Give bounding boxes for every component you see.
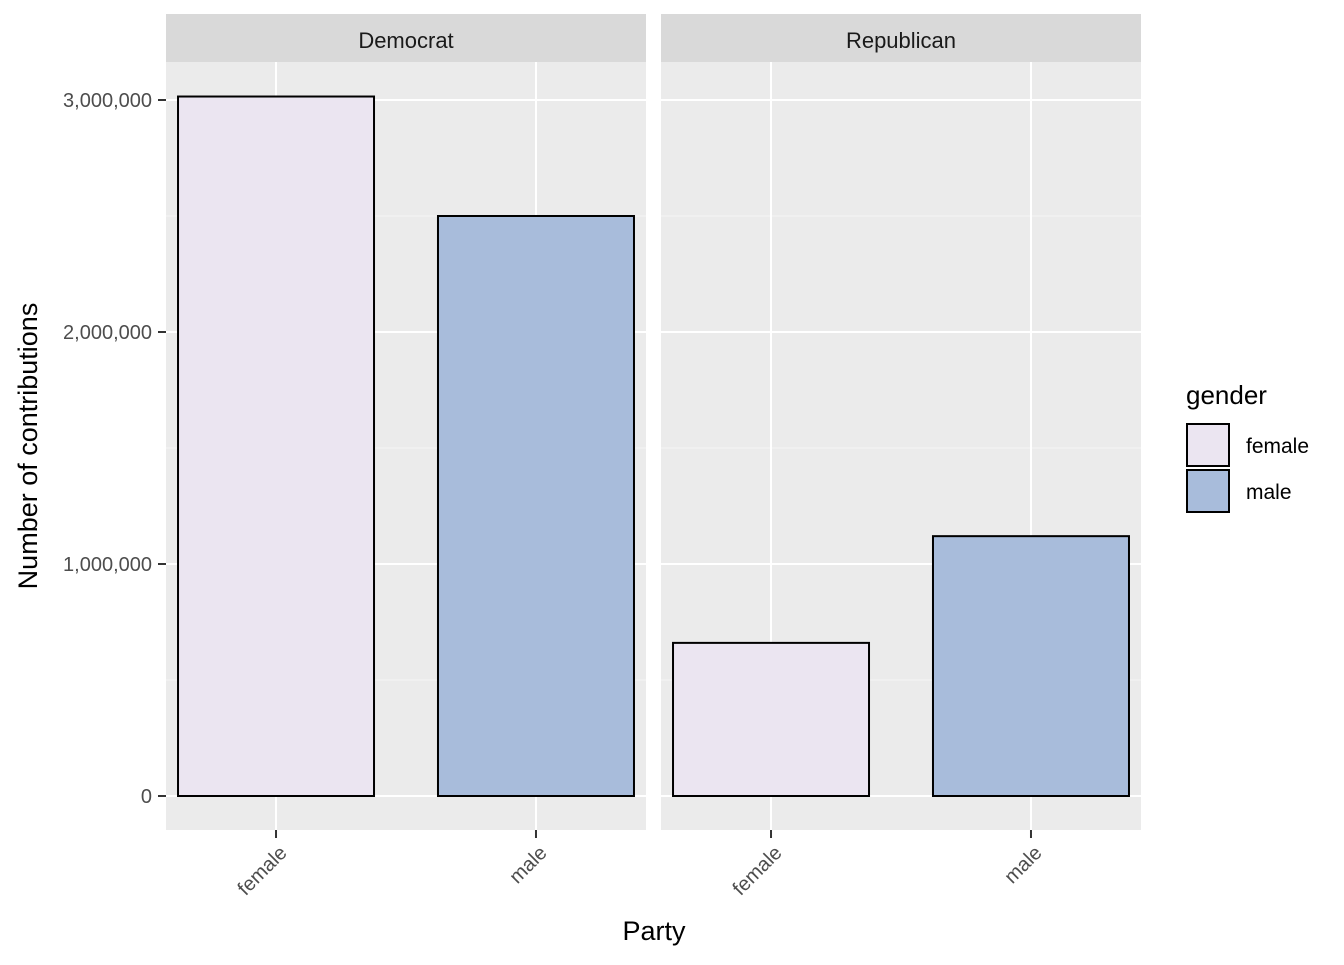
facet-strip xyxy=(166,14,646,62)
legend-label-female: female xyxy=(1246,435,1309,458)
y-tick-label: 1,000,000 xyxy=(63,554,152,576)
facet-panel-democrat: Democrat female male xyxy=(166,14,646,900)
x-axis-title: Party xyxy=(622,916,686,946)
facet-strip-label: Republican xyxy=(846,28,956,53)
y-axis-title: Number of contributions xyxy=(13,303,43,590)
y-tick-label: 2,000,000 xyxy=(63,322,152,344)
legend-label-male: male xyxy=(1246,481,1292,504)
y-tick-label: 0 xyxy=(141,786,152,808)
legend: gender female male xyxy=(1186,380,1309,513)
facet-strip-label: Democrat xyxy=(358,28,453,53)
x-tick-label: female xyxy=(234,842,292,900)
legend-key-female xyxy=(1186,423,1230,467)
facet-panel-republican: Republican female male xyxy=(661,14,1141,900)
x-tick-label: male xyxy=(1000,842,1046,888)
x-tick-label: male xyxy=(505,842,551,888)
bar-republican-male xyxy=(931,535,1130,797)
legend-title: gender xyxy=(1186,380,1267,410)
bar-republican-female xyxy=(672,641,871,797)
legend-key-male xyxy=(1186,469,1230,513)
x-tick-label: female xyxy=(729,842,787,900)
y-tick-label: 3,000,000 xyxy=(63,90,152,112)
facet-strip xyxy=(661,14,1141,62)
bar-democrat-female xyxy=(177,95,376,797)
bar-democrat-male xyxy=(436,215,635,797)
